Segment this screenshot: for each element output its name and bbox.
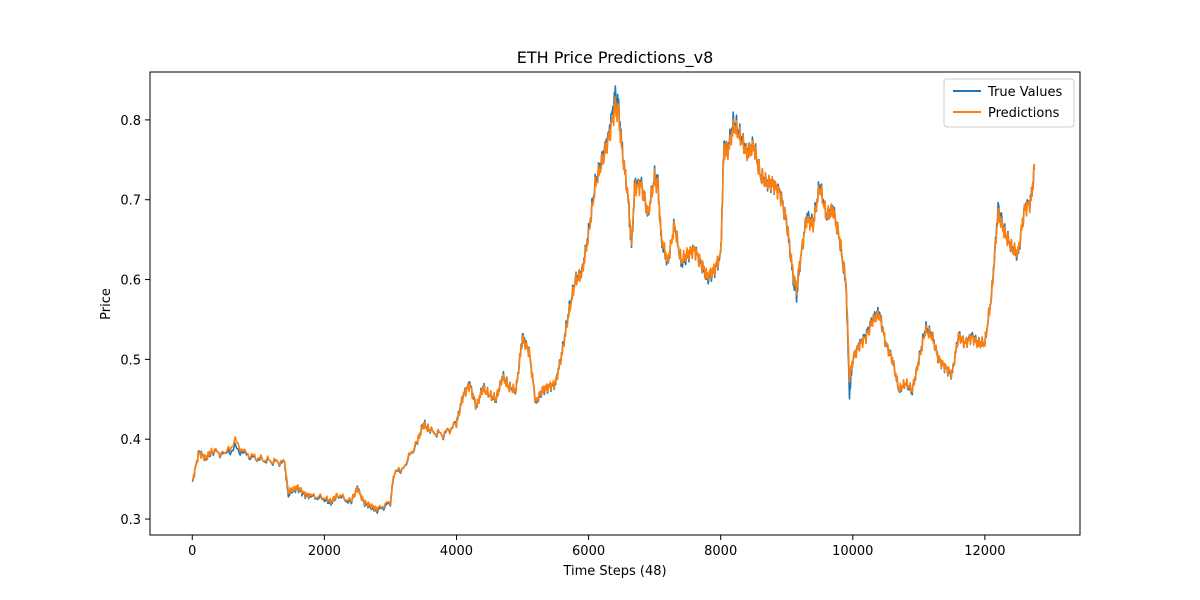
x-tick-label: 8000 [704,544,737,559]
y-tick-label: 0.3 [120,513,141,528]
legend: True Values Predictions [943,78,1075,128]
y-tick-label: 0.6 [120,274,141,289]
x-tick-label: 10000 [832,544,873,559]
series-line-predictions [191,96,1036,512]
plot-frame [149,71,1081,536]
x-tick-label: 4000 [440,544,473,559]
x-tick-label: 0 [188,544,196,559]
y-axis-label: Price [99,288,114,320]
y-tick-label: 0.5 [120,353,141,368]
x-tick-label: 6000 [572,544,605,559]
y-tick-label: 0.7 [120,194,141,209]
y-axis-ticks: 0.3 0.4 0.5 0.6 0.7 0.8 [120,114,150,528]
x-tick-label: 12000 [964,544,1005,559]
legend-label-predictions: Predictions [988,106,1060,121]
y-tick-label: 0.8 [120,114,141,129]
legend-label-true-values: True Values [987,85,1062,100]
plot-lines [191,85,1036,514]
x-tick-label: 2000 [308,544,341,559]
y-tick-label: 0.4 [120,433,141,448]
x-axis-label: Time Steps (48) [562,564,666,579]
x-axis-ticks: 0 2000 4000 6000 8000 10000 12000 [188,535,1006,559]
chart-title: ETH Price Predictions_v8 [517,48,714,68]
